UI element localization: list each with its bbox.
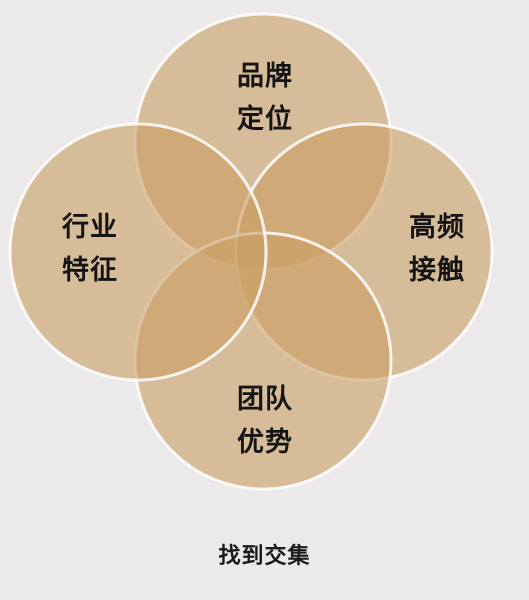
label-line: 高频: [409, 212, 465, 243]
circle-industry-features: [8, 122, 268, 382]
label-line: 团队: [237, 384, 293, 415]
label-brand-positioning: 品牌 定位: [223, 55, 307, 141]
label-industry-features: 行业 特征: [48, 206, 132, 292]
label-line: 特征: [62, 255, 118, 286]
caption: 找到交集: [218, 544, 311, 569]
label-high-frequency-contact: 高频 接触: [395, 206, 479, 292]
label-line: 行业: [62, 212, 118, 243]
label-team-advantage: 团队 优势: [223, 378, 307, 464]
label-line: 优势: [237, 427, 293, 458]
label-line: 定位: [237, 104, 293, 135]
label-line: 接触: [409, 255, 465, 286]
label-line: 品牌: [237, 61, 293, 92]
